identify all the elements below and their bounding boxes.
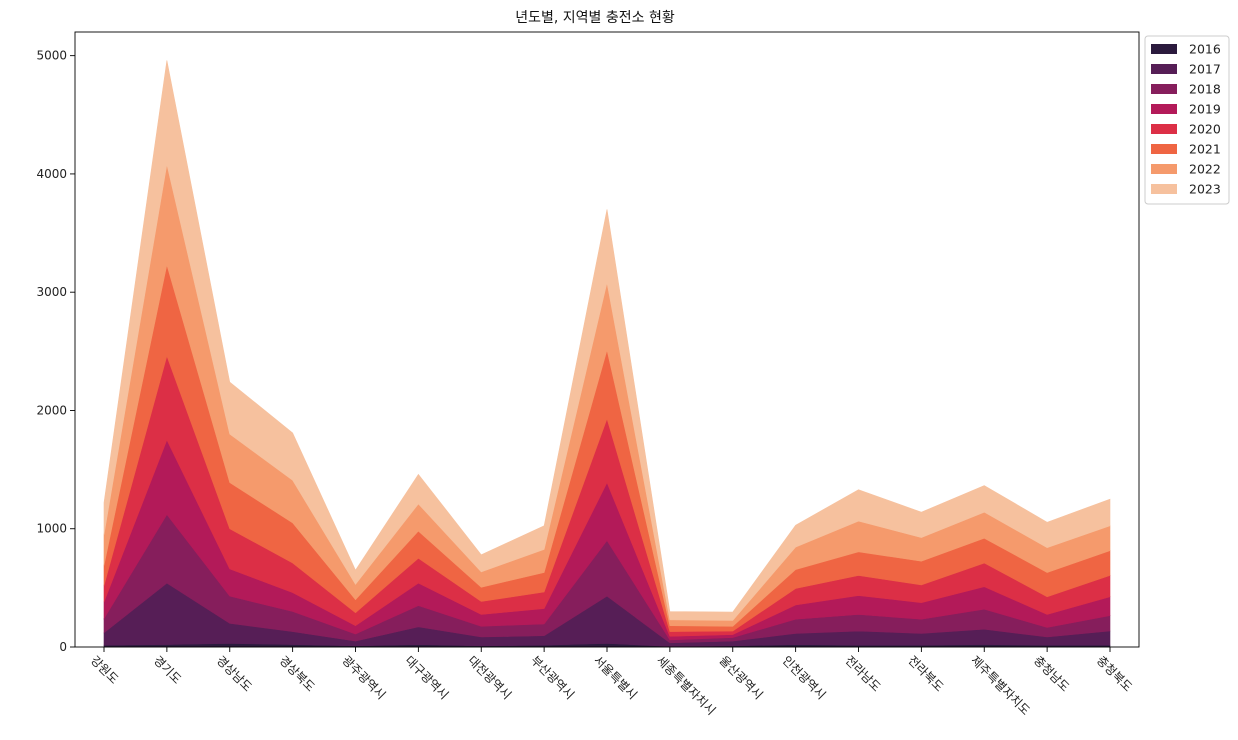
legend-label-2017: 2017: [1189, 62, 1221, 77]
x-axis: 강원도 경기도 경상남도 경상북도 광주광역시 대구광역시 대전광역시 부산광역시 서울특별시 세…: [88, 647, 1135, 718]
legend-swatch-2018: [1151, 84, 1177, 94]
legend: 2016 2017 2018 2019 2020 2021 2022 2023: [1144, 35, 1230, 205]
x-tick-label: 경기도: [151, 653, 184, 686]
legend-label-2016: 2016: [1189, 42, 1221, 57]
x-tick-label: 대전광역시: [465, 653, 514, 702]
x-tick-label: 강원도: [88, 653, 121, 686]
x-tick-label: 대구광역시: [402, 653, 451, 702]
y-tick-label: 2000: [36, 403, 67, 417]
x-tick-label: 세종특별자치시: [654, 653, 719, 718]
y-tick-label: 5000: [36, 49, 67, 63]
y-tick-label: 4000: [36, 167, 67, 181]
x-tick-label: 경상북도: [277, 653, 318, 694]
legend-box: [1144, 35, 1230, 205]
legend-label-2022: 2022: [1189, 162, 1221, 177]
legend-label-2023: 2023: [1189, 182, 1221, 197]
area-layers: [103, 60, 1111, 648]
x-tick-label: 울산광역시: [717, 653, 766, 702]
x-tick-label: 충청북도: [1094, 653, 1135, 694]
legend-swatch-2020: [1151, 124, 1177, 134]
legend-label-2020: 2020: [1189, 122, 1221, 137]
legend-swatch-2017: [1151, 64, 1177, 74]
x-tick-label: 광주광역시: [339, 653, 388, 702]
x-tick-label: 충청남도: [1031, 653, 1072, 694]
y-tick-label: 0: [59, 640, 67, 654]
y-tick-label: 1000: [36, 522, 67, 536]
x-tick-label: 부산광역시: [528, 653, 577, 702]
x-tick-label: 서울특별시: [591, 653, 640, 702]
chart-title: 년도별, 지역별 충전소 현황: [515, 10, 675, 26]
legend-swatch-2021: [1151, 144, 1177, 154]
legend-label-2019: 2019: [1189, 102, 1221, 117]
y-tick-label: 3000: [36, 285, 67, 299]
legend-label-2021: 2021: [1189, 142, 1221, 157]
x-tick-label: 전라남도: [842, 653, 883, 694]
legend-label-2018: 2018: [1189, 82, 1221, 97]
x-tick-label: 전라북도: [905, 653, 946, 694]
legend-swatch-2022: [1151, 164, 1177, 174]
legend-swatch-2023: [1151, 184, 1177, 194]
area-series-2023: [103, 60, 1111, 621]
y-axis: 0 1000 2000 3000 4000 5000: [36, 49, 75, 654]
x-tick-label: 인천광역시: [780, 653, 830, 703]
legend-swatch-2016: [1151, 44, 1177, 54]
x-tick-label: 경상남도: [214, 653, 255, 694]
x-tick-label: 제주특별자치도: [968, 653, 1033, 718]
legend-swatch-2019: [1151, 104, 1177, 114]
